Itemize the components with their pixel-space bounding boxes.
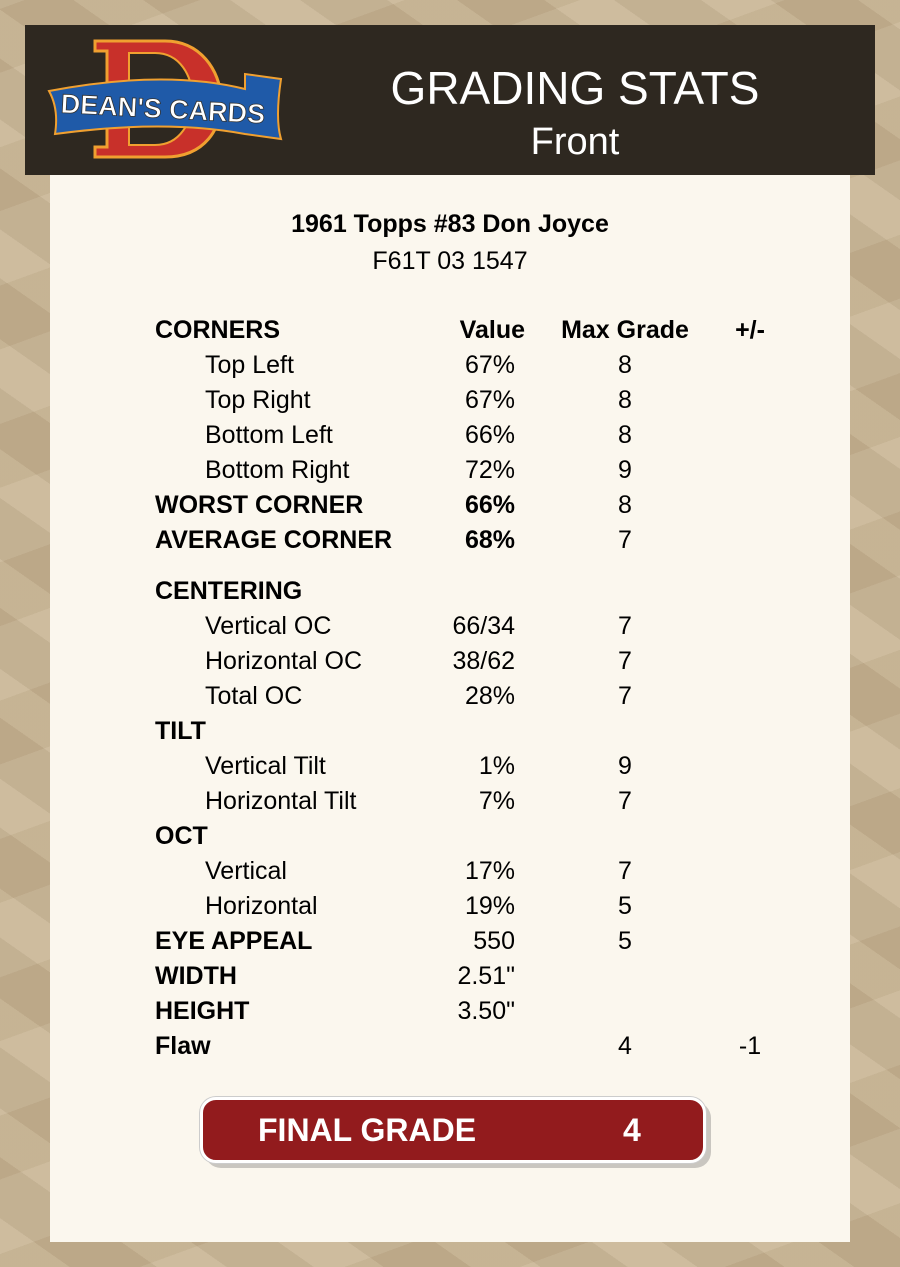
- row-max-grade: 7: [618, 526, 632, 554]
- row-label: Top Left: [205, 351, 294, 379]
- row-max-grade: 8: [618, 386, 632, 414]
- table-row: Vertical Tilt 1% 9: [50, 749, 850, 784]
- row-max-grade: 8: [618, 421, 632, 449]
- row-label: Horizontal Tilt: [205, 787, 357, 815]
- row-label: OCT: [155, 822, 208, 850]
- table-row: Horizontal OC 38/62 7: [50, 644, 850, 679]
- table-row: Top Right 67% 8: [50, 383, 850, 418]
- stats-table: CORNERS Value Max Grade +/- Top Left 67% 8…: [50, 313, 850, 1064]
- col-value: Value: [459, 316, 525, 344]
- row-value: 66%: [464, 491, 515, 519]
- table-row: Flaw 4 -1: [50, 1029, 850, 1064]
- table-row: EYE APPEAL 550 5: [50, 924, 850, 959]
- row-value: 19%: [464, 892, 515, 920]
- row-value: 550: [473, 927, 515, 955]
- col-max-grade: Max Grade: [561, 316, 689, 344]
- final-grade-value: 4: [623, 1112, 641, 1148]
- final-grade-label: FINAL GRADE: [258, 1112, 477, 1148]
- row-value: 72%: [464, 456, 515, 484]
- table-row: Top Left 67% 8: [50, 348, 850, 383]
- row-value: 66%: [464, 421, 515, 449]
- row-value: 66/34: [452, 612, 515, 640]
- row-label: CENTERING: [155, 577, 303, 605]
- table-row: TILT: [50, 714, 850, 749]
- row-value: 2.51": [457, 962, 515, 990]
- row-label: HEIGHT: [155, 997, 250, 1025]
- table-row: HEIGHT 3.50": [50, 994, 850, 1029]
- table-row: Horizontal 19% 5: [50, 889, 850, 924]
- row-label: Bottom Left: [205, 421, 333, 449]
- table-row: Vertical 17% 7: [50, 854, 850, 889]
- page-subtitle: Front: [530, 121, 620, 163]
- row-value: 17%: [464, 857, 515, 885]
- row-label: Vertical: [205, 857, 287, 885]
- table-row: AVERAGE CORNER 68% 7: [50, 523, 850, 558]
- col-plus-minus: +/-: [735, 316, 765, 344]
- final-grade-badge: FINAL GRADE 4: [200, 1097, 706, 1163]
- row-max-grade: 9: [618, 456, 632, 484]
- deans-cards-logo: DEAN'S CARDS: [47, 39, 283, 159]
- row-max-grade: 7: [618, 857, 632, 885]
- table-row: CENTERING: [50, 574, 850, 609]
- table-row: Horizontal Tilt 7% 7: [50, 784, 850, 819]
- row-label: Horizontal OC: [205, 647, 362, 675]
- row-label: AVERAGE CORNER: [155, 526, 393, 554]
- table-row: Vertical OC 66/34 7: [50, 609, 850, 644]
- row-max-grade: 5: [618, 892, 632, 920]
- row-label: WIDTH: [155, 962, 237, 990]
- row-max-grade: 5: [618, 927, 632, 955]
- row-value: 68%: [464, 526, 515, 554]
- row-value: 28%: [464, 682, 515, 710]
- row-value: 38/62: [452, 647, 515, 675]
- table-row: Total OC 28% 7: [50, 679, 850, 714]
- row-max-grade: 7: [618, 647, 632, 675]
- row-label: Vertical Tilt: [205, 752, 326, 780]
- row-value: 1%: [478, 752, 515, 780]
- row-value: 3.50": [457, 997, 515, 1025]
- row-max-grade: 7: [618, 612, 632, 640]
- section-corners: CORNERS: [155, 316, 281, 344]
- row-max-grade: 9: [618, 752, 632, 780]
- row-label: Bottom Right: [205, 456, 350, 484]
- table-row: Bottom Right 72% 9: [50, 453, 850, 488]
- stats-panel: 1961 Topps #83 Don Joyce F61T 03 1547 CO…: [50, 175, 850, 1242]
- card-name: 1961 Topps #83 Don Joyce: [291, 210, 609, 238]
- row-value: 67%: [464, 351, 515, 379]
- table-row: Bottom Left 66% 8: [50, 418, 850, 453]
- table-row: OCT: [50, 819, 850, 854]
- row-label: WORST CORNER: [155, 491, 364, 519]
- row-label: Flaw: [155, 1032, 211, 1060]
- row-plus-minus: -1: [738, 1032, 762, 1060]
- row-value: 67%: [464, 386, 515, 414]
- row-label: Vertical OC: [205, 612, 332, 640]
- row-value: 7%: [478, 787, 515, 815]
- row-label: EYE APPEAL: [155, 927, 313, 955]
- row-max-grade: 8: [618, 351, 632, 379]
- row-label: TILT: [155, 717, 206, 745]
- row-max-grade: 7: [618, 787, 632, 815]
- table-row: WORST CORNER 66% 8: [50, 488, 850, 523]
- row-label: Horizontal: [205, 892, 318, 920]
- row-max-grade: 7: [618, 682, 632, 710]
- page-title: GRADING STATS: [390, 62, 760, 114]
- table-row: WIDTH 2.51": [50, 959, 850, 994]
- card-id: F61T 03 1547: [372, 247, 528, 275]
- row-label: Top Right: [205, 386, 311, 414]
- table-header: CORNERS Value Max Grade +/-: [50, 313, 850, 348]
- header: DEAN'S CARDS GRADING STATS Front: [25, 25, 875, 175]
- row-max-grade: 4: [618, 1032, 632, 1060]
- row-max-grade: 8: [618, 491, 632, 519]
- row-label: Total OC: [205, 682, 303, 710]
